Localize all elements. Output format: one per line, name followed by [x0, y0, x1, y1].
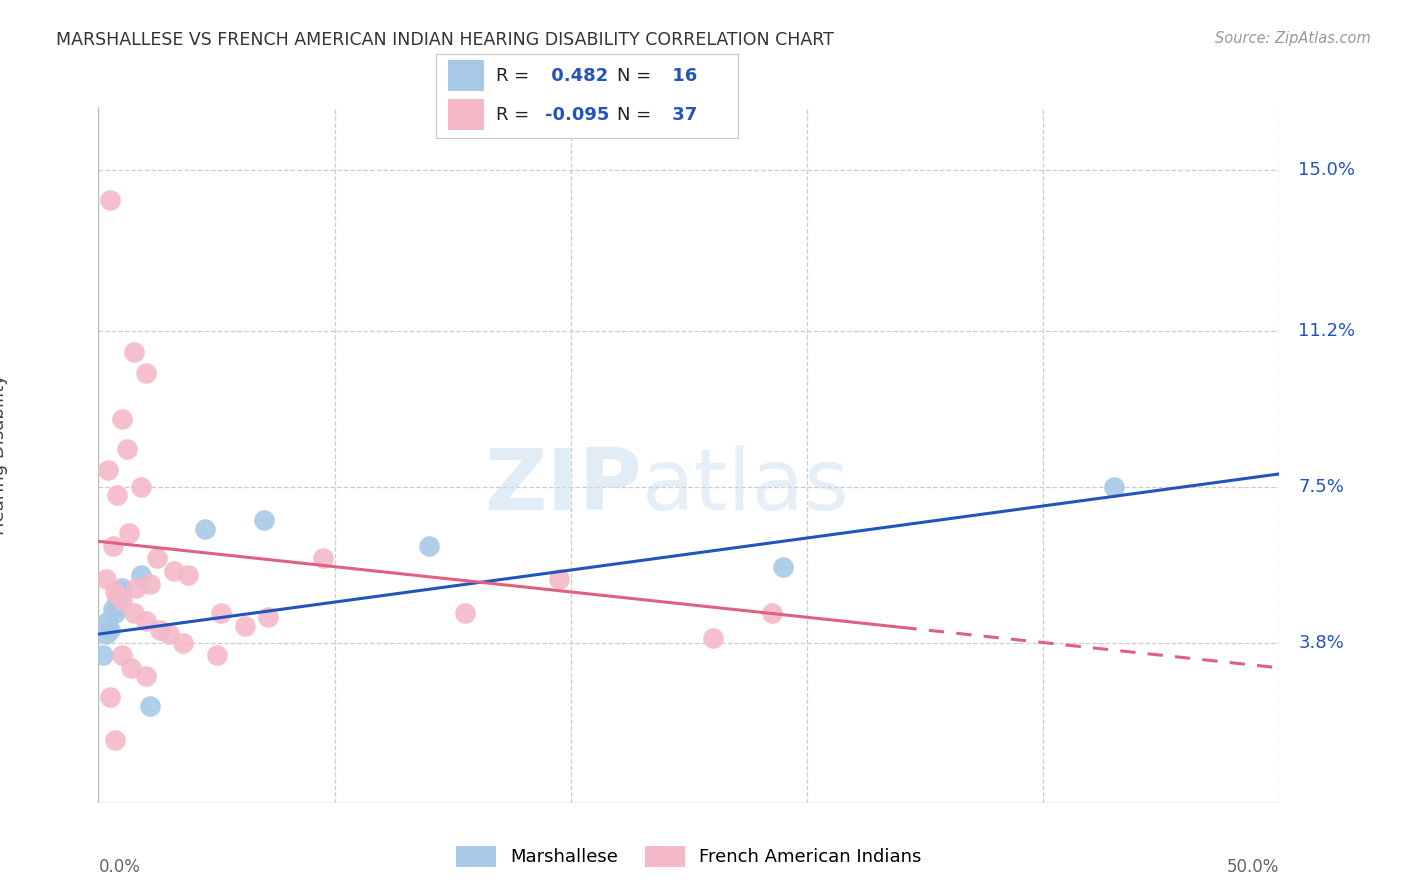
Point — [312, 551, 335, 566]
Text: Source: ZipAtlas.com: Source: ZipAtlas.com — [1215, 31, 1371, 46]
Text: -0.095: -0.095 — [544, 105, 609, 123]
Point — [121, 661, 143, 675]
Point — [177, 568, 200, 582]
Point — [761, 606, 783, 620]
Point — [772, 559, 794, 574]
Point — [98, 193, 121, 207]
Text: 16: 16 — [665, 67, 697, 85]
Text: R =: R = — [496, 67, 530, 85]
Point — [105, 488, 128, 502]
Point — [157, 627, 180, 641]
Text: N =: N = — [617, 105, 651, 123]
Text: 37: 37 — [665, 105, 697, 123]
Point — [139, 698, 162, 713]
Point — [111, 412, 134, 426]
Text: R =: R = — [496, 105, 530, 123]
Point — [122, 344, 145, 359]
Point — [97, 463, 120, 477]
Text: 15.0%: 15.0% — [1298, 161, 1355, 179]
Point — [135, 366, 157, 380]
Point — [105, 593, 128, 607]
Point — [129, 568, 152, 582]
Point — [125, 581, 148, 595]
Point — [253, 513, 276, 527]
Point — [172, 635, 194, 649]
Point — [205, 648, 228, 663]
Point — [101, 602, 124, 616]
Point — [98, 623, 121, 637]
Text: 3.8%: 3.8% — [1298, 633, 1344, 651]
Point — [101, 539, 124, 553]
Text: 0.482: 0.482 — [544, 67, 607, 85]
Point — [548, 572, 571, 586]
Legend: Marshallese, French American Indians: Marshallese, French American Indians — [449, 838, 929, 874]
Point — [702, 632, 724, 646]
Text: atlas: atlas — [641, 445, 849, 528]
Point — [122, 606, 145, 620]
Point — [104, 732, 127, 747]
Point — [111, 581, 134, 595]
Point — [115, 442, 138, 456]
Point — [453, 606, 475, 620]
Point — [146, 551, 169, 566]
Point — [111, 593, 134, 607]
Point — [129, 479, 152, 493]
Point — [104, 585, 127, 599]
Point — [135, 615, 157, 629]
Text: 50.0%: 50.0% — [1227, 857, 1279, 876]
Point — [149, 623, 172, 637]
Point — [108, 585, 131, 599]
Point — [209, 606, 232, 620]
Text: Hearing Disability: Hearing Disability — [0, 375, 8, 535]
Point — [139, 576, 162, 591]
Bar — [449, 99, 484, 130]
Point — [91, 648, 114, 663]
Point — [98, 690, 121, 705]
Point — [104, 606, 127, 620]
Point — [135, 669, 157, 683]
Text: MARSHALLESE VS FRENCH AMERICAN INDIAN HEARING DISABILITY CORRELATION CHART: MARSHALLESE VS FRENCH AMERICAN INDIAN HE… — [56, 31, 834, 49]
Text: 7.5%: 7.5% — [1298, 477, 1344, 496]
Point — [194, 522, 217, 536]
Point — [94, 627, 117, 641]
Point — [118, 525, 141, 540]
Point — [163, 564, 186, 578]
Point — [257, 610, 280, 624]
Point — [233, 618, 256, 632]
Point — [94, 572, 117, 586]
Text: ZIP: ZIP — [484, 445, 641, 528]
Point — [1102, 479, 1125, 493]
Text: N =: N = — [617, 67, 651, 85]
Point — [111, 648, 134, 663]
Text: 0.0%: 0.0% — [98, 857, 141, 876]
Point — [97, 615, 120, 629]
Bar — [449, 61, 484, 91]
Text: 11.2%: 11.2% — [1298, 321, 1355, 340]
Point — [418, 539, 440, 553]
